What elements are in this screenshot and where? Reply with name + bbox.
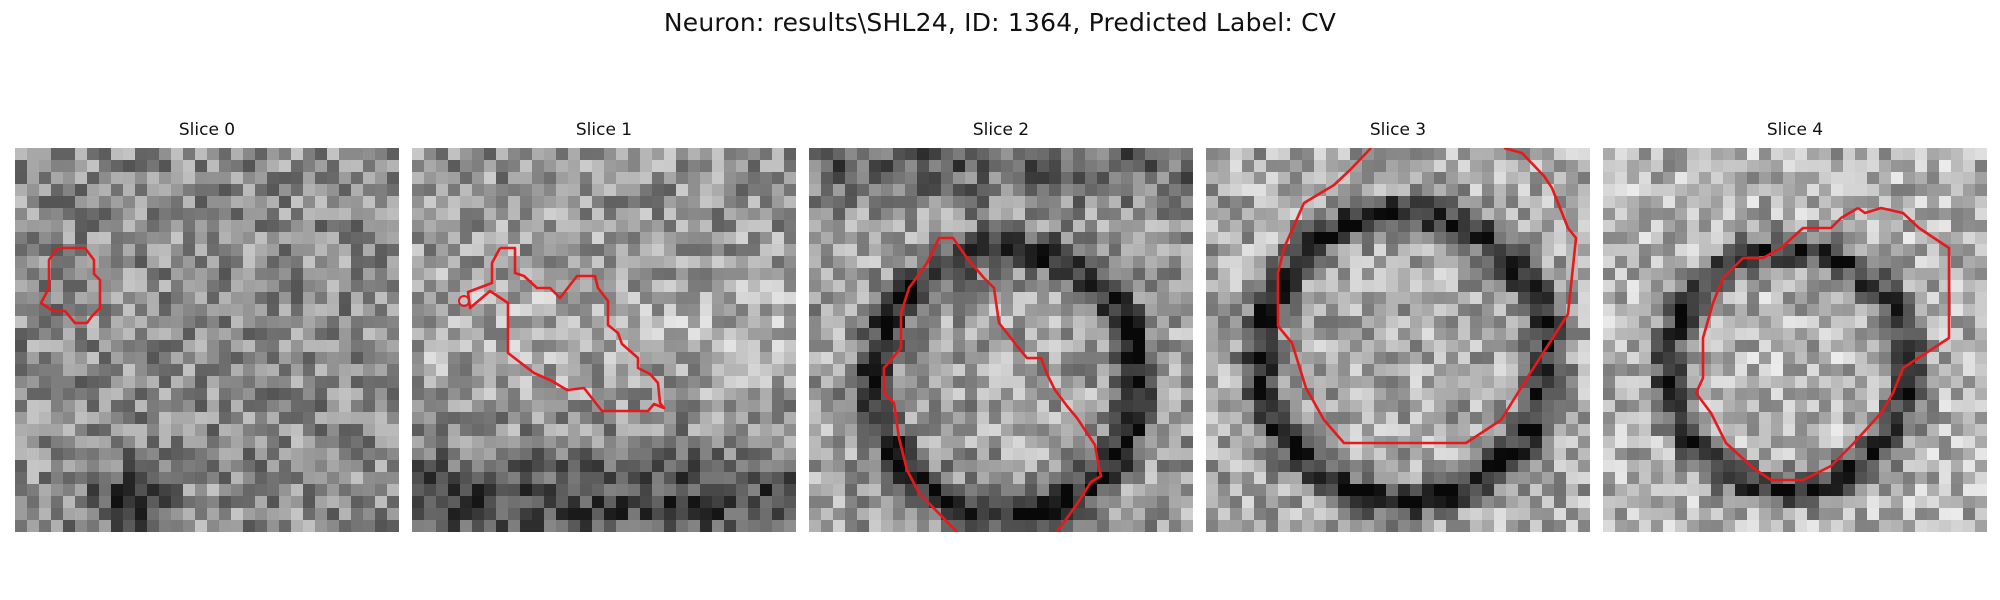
slice-image-0	[15, 148, 399, 532]
slice-panel-4: Slice 4	[1603, 118, 1987, 532]
segmentation-contour-4	[1694, 206, 1951, 482]
slice-title-0: Slice 0	[178, 120, 236, 140]
noise-texture-0	[15, 148, 399, 532]
contour-artifact-1	[458, 295, 470, 307]
slice-image-3	[1206, 148, 1590, 532]
slice-panel-0: Slice 0	[15, 118, 399, 532]
segmentation-contour-0	[39, 246, 102, 325]
slice-title-4: Slice 4	[1766, 120, 1824, 140]
segmentation-contour-1	[466, 246, 666, 413]
segmentation-contour-2	[882, 236, 1103, 532]
slice-image-1	[412, 148, 796, 532]
slice-panel-2: Slice 2	[809, 118, 1193, 532]
slice-panel-3: Slice 3	[1206, 118, 1590, 532]
slice-panel-1: Slice 1	[412, 118, 796, 532]
noise-texture-2	[809, 148, 1193, 532]
noise-texture-1	[412, 148, 796, 532]
slice-image-2	[809, 148, 1193, 532]
slice-title-1: Slice 1	[575, 120, 633, 140]
slice-title-2: Slice 2	[972, 120, 1030, 140]
noise-texture-4	[1603, 148, 1987, 532]
segmentation-contour-3	[1276, 148, 1578, 445]
noise-texture-3	[1206, 148, 1590, 532]
slice-title-3: Slice 3	[1369, 120, 1427, 140]
figure-title: Neuron: results\SHL24, ID: 1364, Predict…	[663, 8, 1337, 37]
slice-image-4	[1603, 148, 1987, 532]
